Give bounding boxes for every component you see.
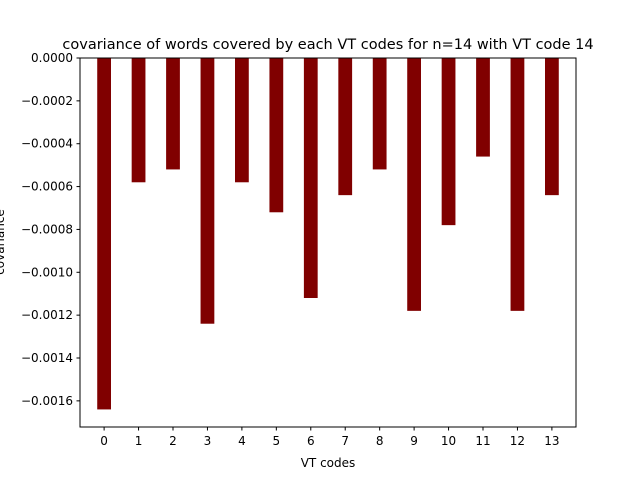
x-tick-label: 5: [273, 434, 281, 448]
y-tick-label: −0.0002: [21, 94, 73, 108]
bar-5: [269, 58, 284, 213]
y-axis-label: covariance: [0, 209, 7, 275]
chart-title: covariance of words covered by each VT c…: [62, 37, 593, 53]
y-tick-label: −0.0008: [21, 222, 73, 236]
y-tick-label: 0.0000: [31, 51, 73, 65]
bar-0: [97, 58, 111, 410]
x-axis-ticks: 0 1 2 3 4 5 6 7 8 9 10 11 12 13: [100, 427, 560, 448]
bar-9: [407, 58, 421, 311]
x-tick-label: 10: [441, 434, 456, 448]
x-tick-label: 7: [341, 434, 349, 448]
y-tick-label: −0.0004: [21, 137, 73, 151]
x-tick-label: 8: [376, 434, 384, 448]
bar-4: [235, 58, 249, 183]
y-axis-ticks: 0.0000 −0.0002 −0.0004 −0.0006 −0.0008 −0.001…: [21, 51, 80, 408]
y-tick-label: −0.0012: [21, 308, 73, 322]
x-tick-label: 0: [100, 434, 108, 448]
bar-7: [338, 58, 353, 196]
x-axis-label: VT codes: [301, 456, 356, 470]
x-tick-label: 11: [475, 434, 490, 448]
x-tick-label: 1: [135, 434, 143, 448]
bars-group: [97, 58, 559, 410]
x-tick-label: 13: [544, 434, 559, 448]
y-tick-label: −0.0006: [21, 180, 73, 194]
x-tick-label: 2: [169, 434, 177, 448]
y-tick-label: −0.0010: [21, 265, 73, 279]
y-tick-label: −0.0016: [21, 394, 73, 408]
x-tick-label: 12: [510, 434, 525, 448]
bar-6: [303, 58, 318, 298]
x-tick-label: 4: [238, 434, 246, 448]
x-tick-label: 3: [204, 434, 212, 448]
x-tick-label: 6: [307, 434, 315, 448]
bar-2: [166, 58, 180, 170]
bar-3: [200, 58, 215, 324]
bar-13: [545, 58, 559, 196]
bar-8: [372, 58, 387, 170]
bar-1: [131, 58, 146, 183]
x-tick-label: 9: [410, 434, 418, 448]
bar-11: [476, 58, 490, 157]
bar-12: [510, 58, 525, 311]
y-tick-label: −0.0014: [21, 351, 73, 365]
plot-frame: [79, 57, 577, 428]
bar-10: [441, 58, 456, 226]
